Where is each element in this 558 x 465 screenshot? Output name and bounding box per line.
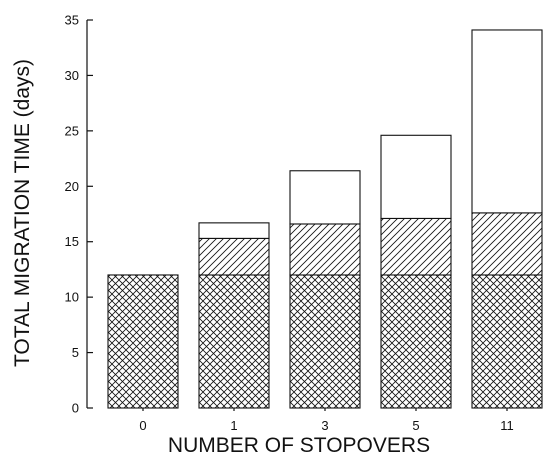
bar-segment-diagonal-hatch-1 [198,237,270,276]
x-tick-label: 5 [412,418,419,433]
y-tick-label: 35 [65,13,79,28]
bar-segment-empty-3 [289,170,361,225]
x-axis-ticks: 0 1 3 5 11 [139,408,514,433]
bars-group [107,29,543,409]
bar-segment-crosshatch-1 [198,274,270,409]
bar-segment-crosshatch-0 [107,274,179,409]
bar-segment-diagonal-hatch-5 [380,217,452,276]
x-tick-label: 0 [139,418,146,433]
y-tick-label: 20 [65,179,79,194]
y-tick-label: 5 [72,345,79,360]
x-tick-label: 1 [230,418,237,433]
bar-segment-empty-11 [471,29,543,214]
bar-segment-crosshatch-11 [471,274,543,409]
x-tick-label: 11 [500,418,514,433]
y-tick-label: 10 [65,290,79,305]
bar-segment-empty-1 [198,222,270,239]
y-tick-label: 25 [65,123,79,138]
bar-segment-diagonal-hatch-3 [289,223,361,276]
x-tick-label: 3 [321,418,328,433]
x-axis-title: NUMBER OF STOPOVERS [168,434,430,457]
y-axis-ticks: 0 5 10 15 20 25 30 35 [65,13,93,416]
y-axis-title: TOTAL MIGRATION TIME (days) [11,59,34,367]
bar-segment-crosshatch-3 [289,274,361,409]
y-tick-label: 30 [65,68,79,83]
bar-segment-diagonal-hatch-11 [471,212,543,276]
y-tick-label: 15 [65,234,79,249]
bar-segment-empty-5 [380,134,452,219]
y-tick-label: 0 [72,401,79,416]
bar-segment-crosshatch-5 [380,274,452,409]
